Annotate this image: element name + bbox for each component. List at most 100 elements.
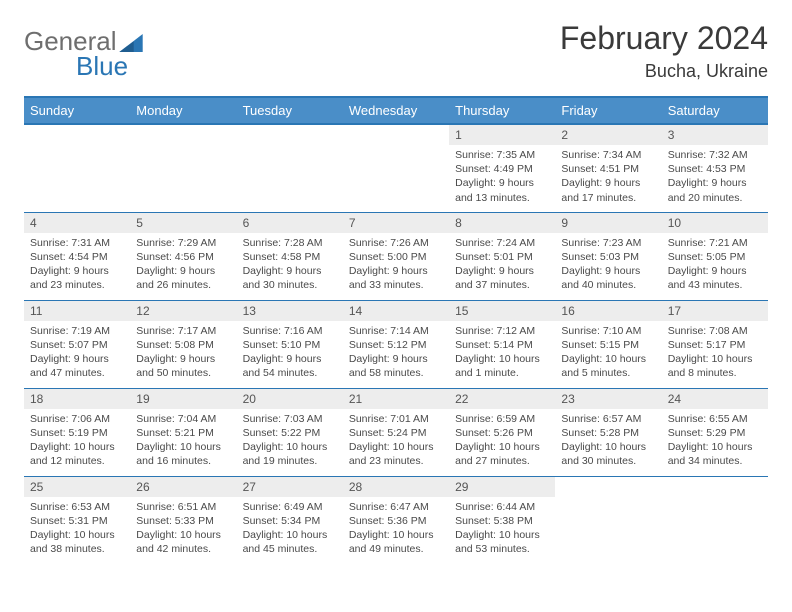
day-details: Sunrise: 7:17 AMSunset: 5:08 PMDaylight:… [130,321,236,385]
day-number: 17 [662,301,768,321]
day-number: 20 [237,389,343,409]
day-details: Sunrise: 6:59 AMSunset: 5:26 PMDaylight:… [449,409,555,473]
calendar-cell: 4Sunrise: 7:31 AMSunset: 4:54 PMDaylight… [24,212,130,300]
calendar-page: GeneralBlue February 2024 Bucha, Ukraine… [0,0,792,584]
day-number: 23 [555,389,661,409]
calendar-cell-empty [662,476,768,564]
location: Bucha, Ukraine [560,61,768,82]
day-details: Sunrise: 7:08 AMSunset: 5:17 PMDaylight:… [662,321,768,385]
calendar-cell: 12Sunrise: 7:17 AMSunset: 5:08 PMDayligh… [130,300,236,388]
day-number: 29 [449,477,555,497]
day-number: 21 [343,389,449,409]
calendar-cell: 27Sunrise: 6:49 AMSunset: 5:34 PMDayligh… [237,476,343,564]
day-number: 7 [343,213,449,233]
calendar-cell-empty [130,124,236,212]
weekday-header: Monday [130,97,236,124]
title-block: February 2024 Bucha, Ukraine [560,20,768,82]
day-number: 19 [130,389,236,409]
day-details: Sunrise: 7:32 AMSunset: 4:53 PMDaylight:… [662,145,768,209]
calendar-cell: 26Sunrise: 6:51 AMSunset: 5:33 PMDayligh… [130,476,236,564]
calendar-cell: 6Sunrise: 7:28 AMSunset: 4:58 PMDaylight… [237,212,343,300]
calendar-cell: 13Sunrise: 7:16 AMSunset: 5:10 PMDayligh… [237,300,343,388]
brand-part2: Blue [76,51,128,82]
calendar-cell: 19Sunrise: 7:04 AMSunset: 5:21 PMDayligh… [130,388,236,476]
calendar-head: SundayMondayTuesdayWednesdayThursdayFrid… [24,97,768,124]
calendar-cell: 3Sunrise: 7:32 AMSunset: 4:53 PMDaylight… [662,124,768,212]
calendar-cell: 15Sunrise: 7:12 AMSunset: 5:14 PMDayligh… [449,300,555,388]
header: GeneralBlue February 2024 Bucha, Ukraine [24,20,768,82]
calendar-cell: 8Sunrise: 7:24 AMSunset: 5:01 PMDaylight… [449,212,555,300]
day-number: 28 [343,477,449,497]
weekday-header: Friday [555,97,661,124]
day-details: Sunrise: 6:49 AMSunset: 5:34 PMDaylight:… [237,497,343,561]
brand-logo: GeneralBlue [24,20,143,82]
day-details: Sunrise: 7:31 AMSunset: 4:54 PMDaylight:… [24,233,130,297]
calendar-row: 18Sunrise: 7:06 AMSunset: 5:19 PMDayligh… [24,388,768,476]
day-details: Sunrise: 7:01 AMSunset: 5:24 PMDaylight:… [343,409,449,473]
calendar-cell: 7Sunrise: 7:26 AMSunset: 5:00 PMDaylight… [343,212,449,300]
day-number: 13 [237,301,343,321]
day-details: Sunrise: 7:10 AMSunset: 5:15 PMDaylight:… [555,321,661,385]
calendar-cell: 1Sunrise: 7:35 AMSunset: 4:49 PMDaylight… [449,124,555,212]
calendar-row: 11Sunrise: 7:19 AMSunset: 5:07 PMDayligh… [24,300,768,388]
calendar-row: 4Sunrise: 7:31 AMSunset: 4:54 PMDaylight… [24,212,768,300]
day-number: 25 [24,477,130,497]
day-number: 22 [449,389,555,409]
day-number: 27 [237,477,343,497]
day-number: 8 [449,213,555,233]
day-details: Sunrise: 6:51 AMSunset: 5:33 PMDaylight:… [130,497,236,561]
day-details: Sunrise: 7:04 AMSunset: 5:21 PMDaylight:… [130,409,236,473]
calendar-cell: 17Sunrise: 7:08 AMSunset: 5:17 PMDayligh… [662,300,768,388]
day-details: Sunrise: 7:12 AMSunset: 5:14 PMDaylight:… [449,321,555,385]
day-number: 12 [130,301,236,321]
month-title: February 2024 [560,20,768,57]
day-number: 5 [130,213,236,233]
calendar-cell-empty [343,124,449,212]
calendar-row: 1Sunrise: 7:35 AMSunset: 4:49 PMDaylight… [24,124,768,212]
calendar-cell-empty [24,124,130,212]
day-details: Sunrise: 7:29 AMSunset: 4:56 PMDaylight:… [130,233,236,297]
day-details: Sunrise: 6:55 AMSunset: 5:29 PMDaylight:… [662,409,768,473]
calendar-cell-empty [237,124,343,212]
day-details: Sunrise: 7:34 AMSunset: 4:51 PMDaylight:… [555,145,661,209]
calendar-cell: 16Sunrise: 7:10 AMSunset: 5:15 PMDayligh… [555,300,661,388]
day-number: 10 [662,213,768,233]
weekday-header: Thursday [449,97,555,124]
day-details: Sunrise: 7:16 AMSunset: 5:10 PMDaylight:… [237,321,343,385]
day-number: 11 [24,301,130,321]
calendar-cell: 18Sunrise: 7:06 AMSunset: 5:19 PMDayligh… [24,388,130,476]
calendar-cell: 2Sunrise: 7:34 AMSunset: 4:51 PMDaylight… [555,124,661,212]
day-number: 14 [343,301,449,321]
day-details: Sunrise: 7:24 AMSunset: 5:01 PMDaylight:… [449,233,555,297]
day-number: 16 [555,301,661,321]
calendar-cell: 14Sunrise: 7:14 AMSunset: 5:12 PMDayligh… [343,300,449,388]
calendar-row: 25Sunrise: 6:53 AMSunset: 5:31 PMDayligh… [24,476,768,564]
calendar-cell: 9Sunrise: 7:23 AMSunset: 5:03 PMDaylight… [555,212,661,300]
calendar-cell: 24Sunrise: 6:55 AMSunset: 5:29 PMDayligh… [662,388,768,476]
calendar-table: SundayMondayTuesdayWednesdayThursdayFrid… [24,96,768,564]
day-details: Sunrise: 7:23 AMSunset: 5:03 PMDaylight:… [555,233,661,297]
calendar-cell: 22Sunrise: 6:59 AMSunset: 5:26 PMDayligh… [449,388,555,476]
day-number: 26 [130,477,236,497]
calendar-cell-empty [555,476,661,564]
calendar-cell: 11Sunrise: 7:19 AMSunset: 5:07 PMDayligh… [24,300,130,388]
weekday-header: Sunday [24,97,130,124]
day-details: Sunrise: 7:26 AMSunset: 5:00 PMDaylight:… [343,233,449,297]
calendar-cell: 23Sunrise: 6:57 AMSunset: 5:28 PMDayligh… [555,388,661,476]
weekday-header: Saturday [662,97,768,124]
day-number: 6 [237,213,343,233]
day-details: Sunrise: 7:21 AMSunset: 5:05 PMDaylight:… [662,233,768,297]
calendar-cell: 10Sunrise: 7:21 AMSunset: 5:05 PMDayligh… [662,212,768,300]
day-number: 3 [662,125,768,145]
calendar-cell: 28Sunrise: 6:47 AMSunset: 5:36 PMDayligh… [343,476,449,564]
day-number: 4 [24,213,130,233]
day-details: Sunrise: 7:28 AMSunset: 4:58 PMDaylight:… [237,233,343,297]
day-details: Sunrise: 6:44 AMSunset: 5:38 PMDaylight:… [449,497,555,561]
day-number: 1 [449,125,555,145]
weekday-header: Wednesday [343,97,449,124]
day-number: 15 [449,301,555,321]
day-details: Sunrise: 7:03 AMSunset: 5:22 PMDaylight:… [237,409,343,473]
day-number: 2 [555,125,661,145]
day-details: Sunrise: 7:06 AMSunset: 5:19 PMDaylight:… [24,409,130,473]
day-number: 24 [662,389,768,409]
